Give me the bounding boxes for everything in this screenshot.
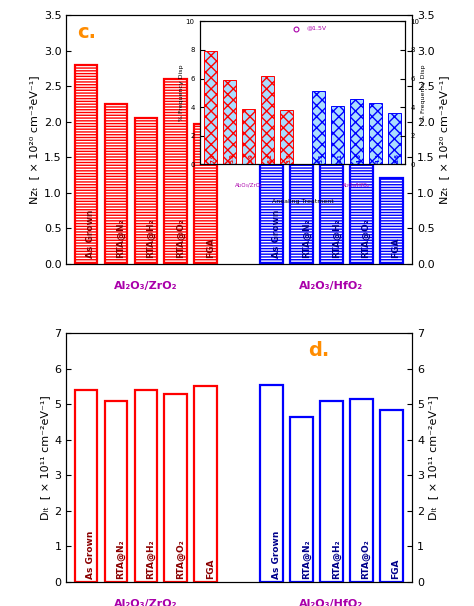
Text: RTA@N₂: RTA@N₂ [116,539,125,579]
Bar [74,390,97,582]
Y-axis label: % Frequency Disp: % Frequency Disp [421,65,426,121]
Bar [260,385,283,582]
Text: RTA@H₂: RTA@H₂ [331,218,341,258]
Text: RTA@O₂: RTA@O₂ [176,218,185,258]
Text: FGA: FGA [392,558,401,579]
Text: RTA@H₂: RTA@H₂ [146,218,155,258]
Bar [320,401,343,582]
Bar [164,79,187,264]
Bar [260,132,283,264]
Text: RTA@N₂: RTA@N₂ [116,218,125,258]
Text: Al₂O₃/ZrO₂: Al₂O₃/ZrO₂ [114,281,177,291]
Bar [320,144,343,264]
Text: As Grown: As Grown [86,530,95,579]
Text: RTA@O₂: RTA@O₂ [176,539,185,579]
Y-axis label: Dᵢₜ  [ × 10¹¹ cm⁻²eV⁻¹]: Dᵢₜ [ × 10¹¹ cm⁻²eV⁻¹] [428,395,438,520]
Bar [135,390,157,582]
Text: As Grown: As Grown [272,210,281,258]
Y-axis label: Nᴢₜ  [ × 10²⁰ cm⁻³eV⁻¹]: Nᴢₜ [ × 10²⁰ cm⁻³eV⁻¹] [439,75,449,204]
Y-axis label: Nᴢₜ  [ × 10²⁰ cm⁻³eV⁻¹]: Nᴢₜ [ × 10²⁰ cm⁻³eV⁻¹] [29,75,40,204]
Bar [290,417,313,582]
Bar [194,124,217,264]
Text: RTA@O₂: RTA@O₂ [362,218,371,258]
Bar [350,399,373,582]
Text: RTA@N₂: RTA@N₂ [301,218,310,258]
Text: Al₂O₃/HfO₂: Al₂O₃/HfO₂ [300,281,364,291]
Text: Al₂O₃/HfO₂: Al₂O₃/HfO₂ [300,599,364,606]
Text: RTA@O₂: RTA@O₂ [362,539,371,579]
Text: FGA: FGA [206,558,215,579]
Text: RTA@H₂: RTA@H₂ [331,539,341,579]
Text: Al₂O₃/ZrO₂: Al₂O₃/ZrO₂ [114,599,177,606]
Y-axis label: Dᵢₜ  [ × 10¹¹ cm⁻²eV⁻¹]: Dᵢₜ [ × 10¹¹ cm⁻²eV⁻¹] [40,395,50,520]
Bar [164,394,187,582]
Bar [74,65,97,264]
Bar [350,163,373,264]
Bar [105,401,127,582]
Text: As Grown: As Grown [86,210,95,258]
Text: FGA: FGA [206,238,215,258]
Bar [380,410,402,582]
Text: RTA@N₂: RTA@N₂ [301,539,310,579]
Text: As Grown: As Grown [272,530,281,579]
Text: FGA: FGA [392,238,401,258]
Text: RTA@H₂: RTA@H₂ [146,539,155,579]
Text: d.: d. [309,341,330,360]
Bar [194,387,217,582]
Bar [380,178,402,264]
Bar [290,150,313,264]
Bar [105,104,127,264]
Text: c.: c. [77,22,96,42]
Bar [135,118,157,264]
